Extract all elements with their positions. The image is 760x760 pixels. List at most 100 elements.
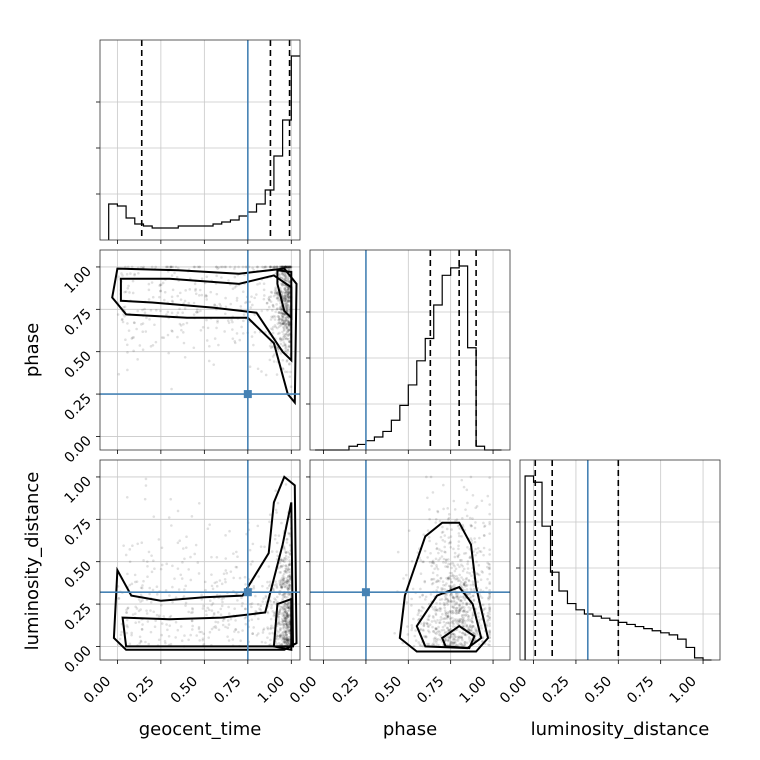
sample-point: [282, 277, 285, 281]
sample-point: [460, 642, 463, 646]
sample-point: [430, 560, 434, 564]
sample-point: [452, 576, 456, 580]
sample-point: [432, 630, 435, 633]
sample-point: [273, 611, 277, 614]
sample-point: [457, 643, 461, 646]
sample-point: [277, 325, 281, 328]
sample-point: [454, 577, 457, 581]
sample-point: [434, 637, 438, 641]
sample-point: [284, 622, 288, 626]
sample-point: [206, 326, 210, 330]
sample-point: [195, 310, 199, 314]
sample-point: [459, 599, 462, 603]
sample-point: [463, 619, 467, 623]
sample-point: [200, 277, 204, 280]
sample-point: [134, 580, 137, 584]
sample-point: [276, 634, 280, 638]
sample-point: [430, 564, 433, 568]
sample-point: [264, 596, 268, 599]
sample-point: [460, 636, 464, 640]
sample-point: [216, 610, 220, 614]
sample-point: [286, 293, 290, 297]
sample-point: [450, 620, 453, 624]
sample-point: [278, 636, 282, 640]
sample-point: [483, 524, 487, 528]
sample-point: [285, 304, 289, 307]
sample-point: [268, 580, 272, 584]
sample-point: [287, 579, 291, 583]
sample-point: [285, 624, 289, 627]
sample-point: [286, 293, 290, 297]
sample-point: [285, 289, 288, 292]
sample-point: [485, 586, 488, 590]
sample-point: [287, 265, 290, 269]
sample-point: [455, 644, 458, 647]
sample-point: [250, 295, 253, 298]
sample-point: [278, 317, 281, 321]
sample-point: [276, 501, 280, 505]
sample-point: [215, 326, 218, 330]
sample-point: [140, 586, 144, 590]
sample-point: [435, 627, 438, 631]
sample-point: [275, 541, 279, 545]
sample-point: [425, 475, 428, 479]
sample-point: [468, 637, 471, 641]
sample-point: [283, 288, 287, 292]
sample-point: [488, 607, 491, 610]
sample-point: [288, 265, 291, 269]
sample-point: [179, 324, 183, 327]
sample-point: [433, 631, 437, 635]
sample-point: [287, 593, 291, 596]
sample-point: [282, 638, 286, 642]
sample-point: [282, 312, 286, 316]
sample-point: [252, 584, 256, 588]
sample-point: [199, 328, 203, 332]
sample-point: [273, 265, 277, 269]
sample-point: [284, 265, 288, 269]
sample-point: [288, 345, 291, 348]
sample-point: [285, 351, 289, 355]
sample-point: [458, 636, 461, 639]
sample-point: [183, 355, 187, 359]
sample-point: [435, 546, 439, 550]
sample-point: [235, 592, 239, 596]
sample-point: [284, 265, 288, 269]
sample-point: [288, 265, 292, 269]
sample-point: [446, 614, 450, 618]
sample-point: [278, 610, 282, 613]
sample-point: [273, 353, 276, 356]
sample-point: [283, 607, 287, 611]
sample-point: [488, 567, 491, 571]
sample-point: [233, 607, 236, 611]
sample-point: [464, 508, 467, 511]
sample-point: [474, 627, 477, 630]
sample-point: [235, 296, 239, 300]
sample-point: [129, 272, 132, 275]
sample-point: [282, 321, 285, 325]
sample-point: [160, 546, 164, 550]
sample-point: [288, 601, 291, 605]
sample-point: [414, 639, 418, 642]
sample-point: [277, 311, 281, 314]
sample-point: [189, 578, 193, 582]
sample-point: [281, 315, 285, 319]
sample-point: [277, 612, 281, 616]
sample-point: [283, 582, 287, 585]
sample-point: [470, 620, 474, 624]
sample-point: [287, 568, 290, 572]
sample-point: [278, 265, 282, 269]
sample-point: [447, 600, 451, 603]
sample-point: [141, 348, 145, 352]
sample-point: [286, 310, 290, 313]
sample-point: [187, 638, 190, 642]
sample-point: [451, 632, 455, 636]
sample-point: [270, 550, 274, 553]
sample-point: [167, 516, 171, 519]
sample-point: [462, 583, 466, 586]
sample-point: [446, 626, 449, 630]
sample-point: [281, 605, 284, 609]
sample-point: [279, 342, 283, 346]
sample-point: [181, 311, 184, 315]
sample-point: [249, 306, 253, 309]
sample-point: [286, 618, 290, 622]
